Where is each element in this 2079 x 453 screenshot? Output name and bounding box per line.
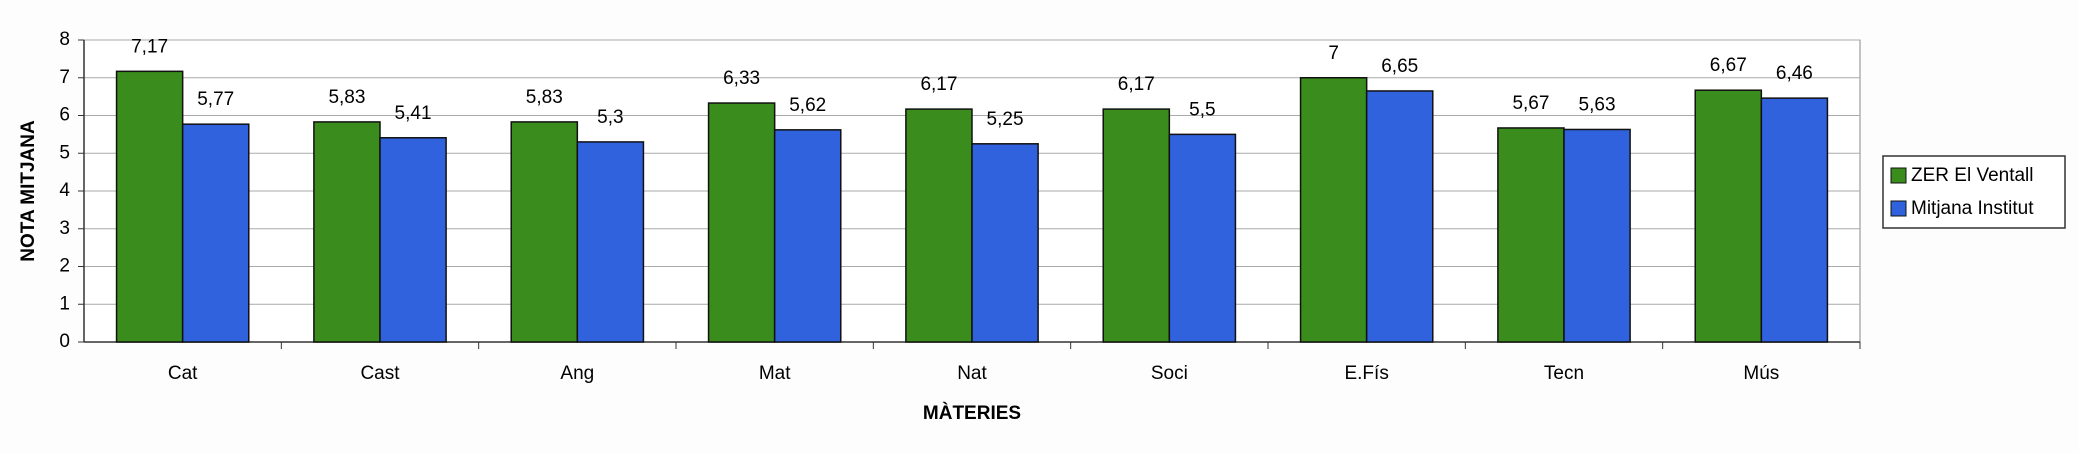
value-label: 5,41 [395,103,432,124]
value-label: 5,67 [1512,93,1549,114]
value-label: 5,83 [328,87,365,108]
value-label: 6,46 [1776,63,1813,84]
y-tick-label: 1 [59,293,70,314]
value-label: 7 [1328,43,1339,64]
y-tick-label: 7 [59,67,70,88]
legend-swatch [1890,167,1907,184]
value-label: 5,62 [789,95,826,116]
x-tick-label: Ang [560,363,594,384]
value-label: 6,65 [1381,56,1418,77]
bar [1168,133,1237,343]
y-tick-label: 0 [59,331,70,352]
bar [1497,127,1565,343]
value-label: 5,83 [526,87,563,108]
value-label: 6,67 [1710,55,1747,76]
x-tick-label: Cat [168,363,198,384]
value-label: 5,77 [197,89,234,110]
y-tick-label: 4 [59,180,70,201]
bar [773,129,842,343]
bar [379,137,447,343]
y-tick-label: 3 [59,218,70,239]
legend-box [1882,155,2066,229]
value-label: 6,17 [920,74,957,95]
x-tick-label: Tecn [1544,363,1584,384]
legend-label: Mitjana Institut [1911,198,2034,219]
y-tick-label: 2 [59,256,70,277]
x-tick-label: Soci [1151,363,1188,384]
bar [313,121,381,343]
legend-label: ZER El Ventall [1911,165,2034,186]
y-axis-title: NOTA MITJANA [18,120,39,262]
bar [971,143,1039,343]
bar [1694,89,1763,343]
value-label: 6,17 [1118,74,1155,95]
y-tick-label: 5 [59,142,70,163]
value-label: 5,5 [1189,99,1215,120]
value-label: 5,63 [1579,94,1616,115]
y-tick-label: 6 [59,105,70,126]
bar [1760,97,1829,343]
x-tick-label: Mús [1743,363,1779,384]
x-tick-label: E.Fís [1344,363,1388,384]
x-tick-label: Cast [360,363,400,384]
value-label: 7,17 [131,36,168,57]
bar [576,141,645,343]
bar [1102,108,1171,343]
x-axis-title: MÀTERIES [923,402,1021,424]
x-tick-label: Mat [759,363,791,384]
x-tick-label: Nat [957,363,987,384]
value-label: 5,25 [987,109,1024,130]
bar [115,70,184,343]
y-tick-label: 8 [59,29,70,50]
bar [707,102,776,343]
bar [510,121,579,343]
bar [181,123,250,343]
bar [1365,90,1434,343]
bar [1299,77,1368,343]
bar [905,108,973,343]
value-label: 5,3 [597,107,623,128]
bar [1563,128,1631,343]
value-label: 6,33 [723,68,760,89]
legend-swatch [1890,200,1907,217]
